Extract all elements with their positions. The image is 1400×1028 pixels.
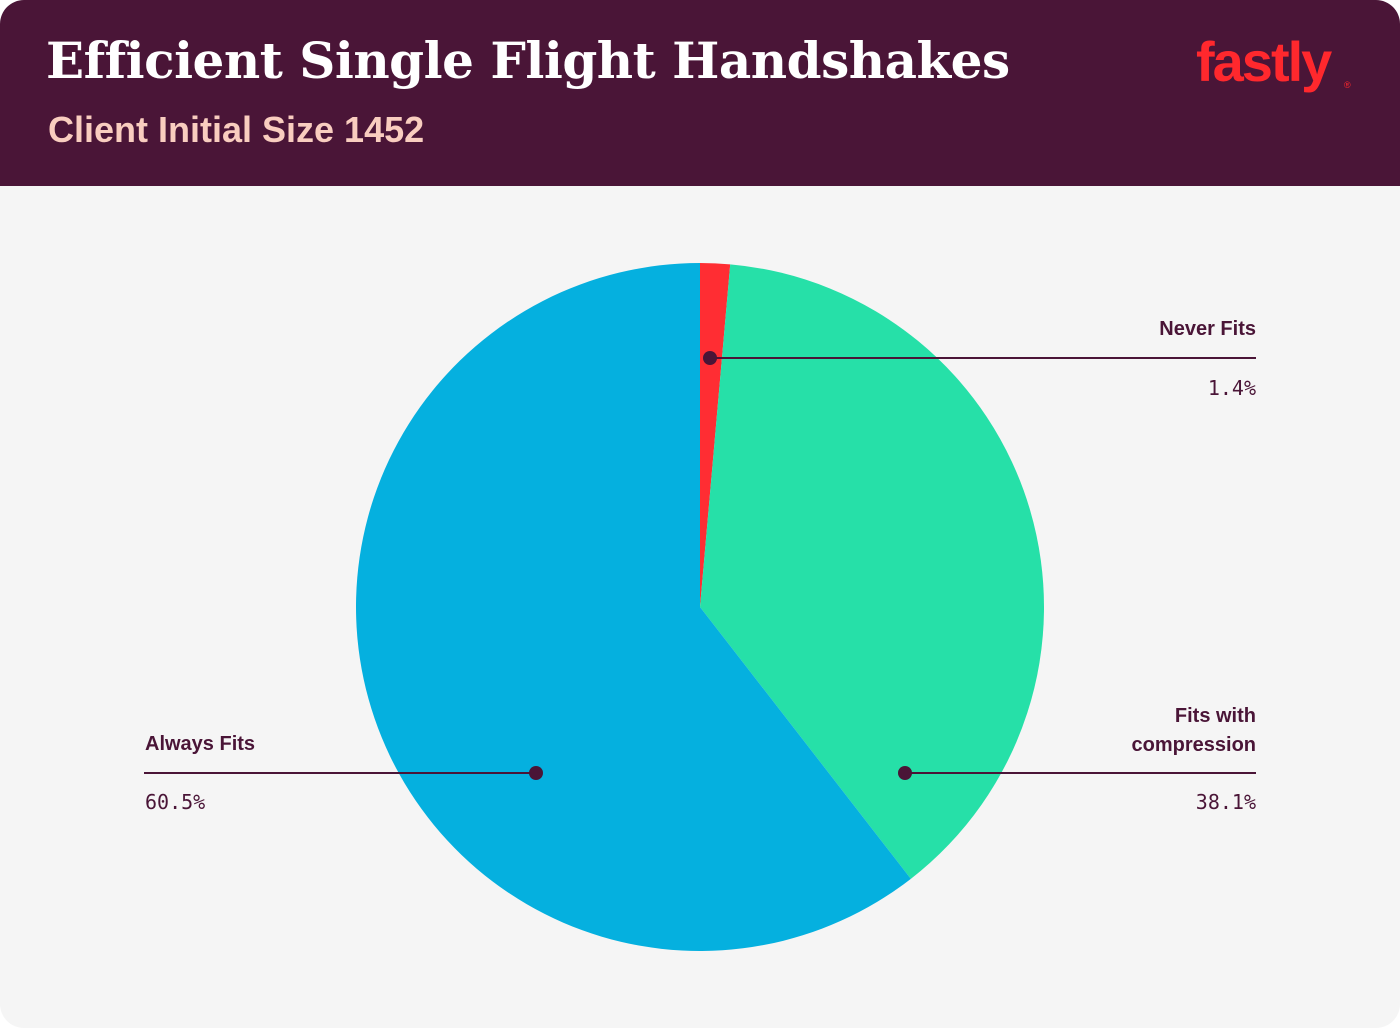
registered-mark: ® [1344,80,1351,90]
leader-fits-with-compression [898,766,1256,780]
pie-slice-fits-with-compression [700,264,1044,879]
value-always-fits: 60.5% [145,790,206,814]
value-never-fits: 1.4% [1207,376,1256,400]
chart-subtitle: Client Initial Size 1452 [48,109,425,150]
label-fits-with-compression-line1: Fits with [1174,705,1256,727]
value-fits-with-compression: 38.1% [1195,790,1256,814]
header-banner: Efficient Single Flight Handshakes Clien… [0,0,1400,186]
leader-dot-always-fits [529,766,543,780]
chart-title: Efficient Single Flight Handshakes [46,31,1010,90]
label-never-fits: Never Fits [1159,318,1256,340]
pie-slices [355,263,1044,951]
leader-dot-fits-with-compression [898,766,912,780]
fastly-logo: fastly [1196,30,1332,93]
leader-never-fits [703,351,1256,365]
pie-slice-always-fits [355,263,911,951]
leader-always-fits [144,766,543,780]
label-always-fits: Always Fits [145,733,256,755]
leader-dot-never-fits [703,351,717,365]
label-fits-with-compression-line2: compression [1131,734,1256,756]
pie-slice-never-fits [700,263,731,607]
